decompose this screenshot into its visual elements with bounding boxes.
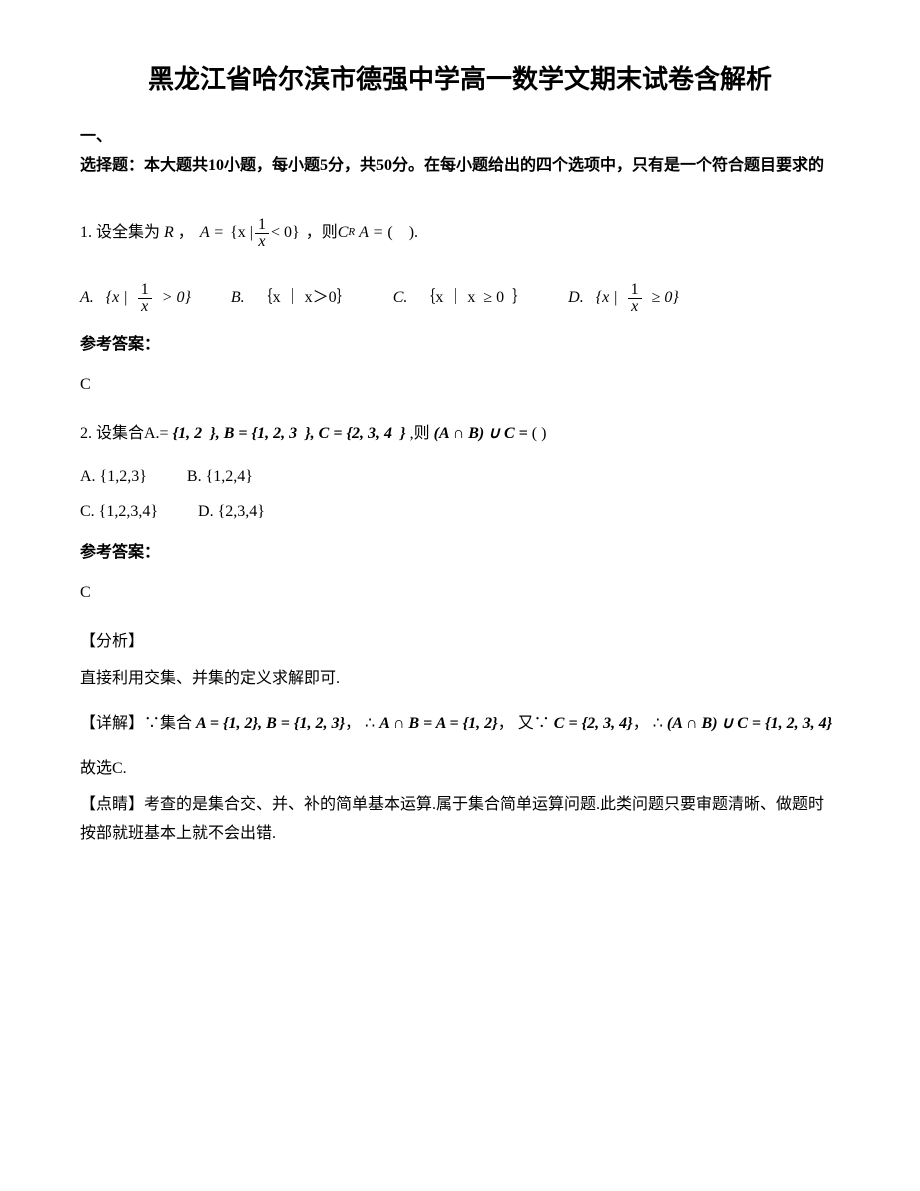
q1-optD-geq0: ≥ 0} bbox=[652, 284, 679, 313]
q1-optD-frac: 1 x bbox=[628, 282, 642, 315]
q1-optD-den: x bbox=[628, 299, 642, 315]
q2-option-b: B. {1,2,4} bbox=[187, 463, 253, 492]
question-1-options: A. {x | 1 x > 0} B. ｛x ｜ x＞0｝ C. ｛x ｜ x … bbox=[80, 282, 840, 315]
q2-option-d: D. {2,3,4} bbox=[198, 498, 265, 527]
q1-optC-label: C. bbox=[393, 284, 408, 313]
q1-C: C bbox=[338, 219, 349, 248]
q2-because: ∵集合 bbox=[144, 710, 192, 739]
q1-optB-label: B. bbox=[231, 284, 245, 313]
q1-optC-pre: ｛x ｜ x bbox=[419, 284, 475, 313]
q1-optA-num: 1 bbox=[138, 282, 152, 299]
question-2-stem: 2. 设集合A.= {1, 2 }, B = {1, 2, 3 }, C = {… bbox=[80, 420, 546, 449]
q2-comment: 【点睛】考查的是集合交、并、补的简单基本运算.属于集合简单运算问题.此类问题只要… bbox=[80, 791, 840, 849]
q1-option-a: A. {x | 1 x > 0} bbox=[80, 282, 191, 315]
q1-set-open: {x | bbox=[230, 219, 253, 248]
q2-detail-label: 【详解】 bbox=[80, 710, 144, 739]
q2-detail-line1: 【详解】 ∵集合 A = {1, 2}, B = {1, 2, 3} ， bbox=[80, 710, 361, 739]
q1-optA-den: x bbox=[138, 299, 152, 315]
q2-answer: C bbox=[80, 579, 840, 608]
q2-then: ,则 bbox=[410, 420, 430, 449]
q2-prefix: 2. 设集合A.= bbox=[80, 420, 169, 449]
q2-final: (A ∩ B) ∪ C = {1, 2, 3, 4} bbox=[667, 710, 832, 739]
q2-detail-line2: ∴ A ∩ B = A = {1, 2} ， bbox=[365, 710, 514, 739]
q1-optA-open: {x | bbox=[106, 284, 128, 313]
q2-option-a: A. {1,2,3} bbox=[80, 463, 147, 492]
q2-also: 又∵ bbox=[518, 710, 550, 739]
q1-frac-den: x bbox=[255, 234, 269, 250]
q2-option-c: C. {1,2,3,4} bbox=[80, 498, 158, 527]
q1-optA-frac: 1 x bbox=[138, 282, 152, 315]
exam-title: 黑龙江省哈尔滨市德强中学高一数学文期末试卷含解析 bbox=[80, 60, 840, 99]
q2-detail-line3: 又∵ C = {2, 3, 4} ， bbox=[518, 710, 649, 739]
q2-union: (A ∩ B) ∪ C = bbox=[434, 420, 528, 449]
q2-sets: {1, 2 }, B = {1, 2, 3 }, C = {2, 3, 4 } bbox=[173, 420, 406, 449]
q1-frac-num: 1 bbox=[255, 217, 269, 234]
q2-so2: ∴ bbox=[653, 710, 663, 739]
q2-detail-comma2: ， bbox=[498, 710, 514, 739]
q1-optD-open: {x | bbox=[596, 284, 618, 313]
q1-answer: C bbox=[80, 371, 840, 400]
q2-hence: 故选C. bbox=[80, 755, 840, 784]
q2-comment-label: 【点睛】 bbox=[80, 796, 144, 813]
section-number: 一、 bbox=[80, 128, 112, 145]
q2-comment-text: 考查的是集合交、并、补的简单基本运算.属于集合简单运算问题.此类问题只要审题清晰… bbox=[80, 796, 824, 842]
q1-R: R bbox=[164, 219, 174, 248]
q2-detail-comma1: ， bbox=[345, 710, 361, 739]
q2-paren: ( ) bbox=[532, 420, 547, 449]
q2-analysis-label: 【分析】 bbox=[80, 628, 840, 657]
question-1-stem: 1. 设全集为 R ， A = {x | 1 x < 0} ，则 CR A = … bbox=[80, 217, 418, 250]
q2-detail-sets: A = {1, 2}, B = {1, 2, 3} bbox=[196, 710, 345, 739]
q1-optD-num: 1 bbox=[628, 282, 642, 299]
q1-prefix: 1. 设全集为 bbox=[80, 219, 160, 248]
q2-setC: C = {2, 3, 4} bbox=[554, 710, 633, 739]
q1-paren: ( ). bbox=[387, 219, 418, 248]
q1-option-d: D. {x | 1 x ≥ 0} bbox=[568, 282, 679, 315]
q1-optA-gt0: > 0} bbox=[162, 284, 191, 313]
q2-options-row2: C. {1,2,3,4} D. {2,3,4} bbox=[80, 498, 840, 527]
q1-lt0: < 0} bbox=[271, 219, 300, 248]
q1-optB-text: ｛x ｜ x＞0｝ bbox=[257, 284, 353, 313]
q2-options-row1: A. {1,2,3} B. {1,2,4} bbox=[80, 463, 840, 492]
q1-optA-label: A. bbox=[80, 284, 94, 313]
q1-R-sub: R bbox=[348, 223, 355, 243]
q1-optC-post: ｝ bbox=[512, 284, 528, 313]
q1-option-b: B. ｛x ｜ x＞0｝ bbox=[231, 282, 353, 315]
q2-AcapB: A ∩ B = A = {1, 2} bbox=[379, 710, 498, 739]
q1-optD-label: D. bbox=[568, 284, 584, 313]
q1-comma2: ，则 bbox=[306, 219, 338, 248]
q2-analysis-text: 直接利用交集、并集的定义求解即可. bbox=[80, 665, 840, 694]
q1-optC-geq: ≥ 0 bbox=[483, 284, 504, 313]
q2-answer-label: 参考答案： bbox=[80, 539, 840, 568]
section-instructions: 选择题：本大题共10小题，每小题5分，共50分。在每小题给出的四个选项中，只有是… bbox=[80, 157, 824, 174]
q1-option-c: C. ｛x ｜ x ≥ 0 ｝ bbox=[393, 282, 528, 315]
q1-A-eq: A = bbox=[200, 219, 224, 248]
q2-detail-comma3: ， bbox=[633, 710, 649, 739]
q2-so1: ∴ bbox=[365, 710, 375, 739]
q2-detail-line4: ∴ (A ∩ B) ∪ C = {1, 2, 3, 4} bbox=[653, 710, 832, 739]
q1-frac: 1 x bbox=[255, 217, 269, 250]
q1-comma1: ， bbox=[178, 219, 194, 248]
section-1-heading: 一、 选择题：本大题共10小题，每小题5分，共50分。在每小题给出的四个选项中，… bbox=[80, 123, 840, 181]
q1-A-tail: A = bbox=[359, 219, 383, 248]
q1-answer-label: 参考答案： bbox=[80, 331, 840, 360]
